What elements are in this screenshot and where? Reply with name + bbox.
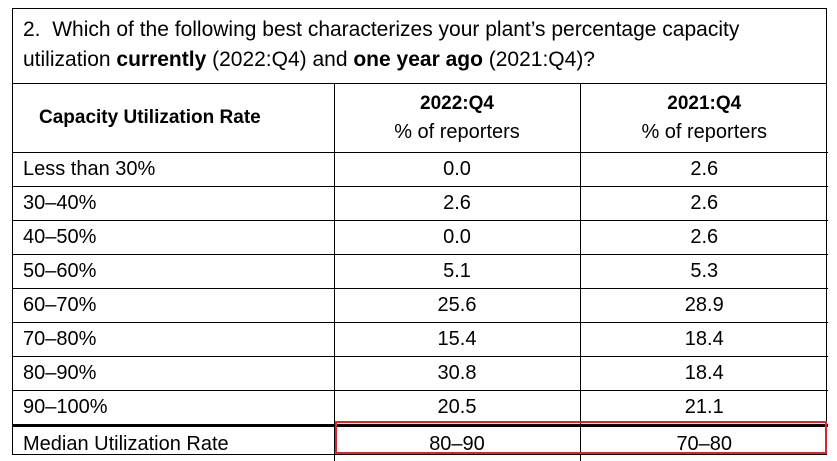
row-2022q4-value: 0.0 bbox=[334, 221, 580, 255]
table-row: 30–40% 2.6 2.6 bbox=[13, 187, 828, 221]
row-2022q4-value: 5.1 bbox=[334, 255, 580, 289]
header-2022q4: 2022:Q4 % of reporters bbox=[334, 84, 580, 153]
table-row: 90–100% 20.5 21.1 bbox=[13, 391, 828, 426]
utilization-table: Capacity Utilization Rate 2022:Q4 % of r… bbox=[13, 84, 828, 461]
question-bold-currently: currently bbox=[116, 48, 206, 71]
row-label: 50–60% bbox=[13, 255, 334, 289]
header-2021q4-sub: % of reporters bbox=[581, 118, 829, 146]
table-row: 80–90% 30.8 18.4 bbox=[13, 357, 828, 391]
header-2021q4: 2021:Q4 % of reporters bbox=[580, 84, 828, 153]
row-2021q4-value: 18.4 bbox=[580, 357, 828, 391]
row-label: 80–90% bbox=[13, 357, 334, 391]
header-2022q4-title: 2022:Q4 bbox=[335, 90, 580, 118]
header-capacity-rate: Capacity Utilization Rate bbox=[13, 84, 334, 153]
question-number: 2. bbox=[23, 18, 41, 41]
row-2021q4-value: 2.6 bbox=[580, 153, 828, 187]
table-header-row: Capacity Utilization Rate 2022:Q4 % of r… bbox=[13, 84, 828, 153]
row-2022q4-value: 20.5 bbox=[334, 391, 580, 426]
median-row: Median Utilization Rate 80–90 70–80 bbox=[13, 426, 828, 461]
row-2021q4-value: 18.4 bbox=[580, 323, 828, 357]
row-label: 30–40% bbox=[13, 187, 334, 221]
header-2021q4-title: 2021:Q4 bbox=[581, 90, 829, 118]
row-label: 70–80% bbox=[13, 323, 334, 357]
row-2021q4-value: 21.1 bbox=[580, 391, 828, 426]
row-2021q4-value: 2.6 bbox=[580, 187, 828, 221]
median-label: Median Utilization Rate bbox=[13, 426, 334, 461]
table-row: Less than 30% 0.0 2.6 bbox=[13, 153, 828, 187]
median-2022q4-value: 80–90 bbox=[334, 426, 580, 461]
question-text-part2: (2022:Q4) and bbox=[206, 48, 353, 71]
table-row: 60–70% 25.6 28.9 bbox=[13, 289, 828, 323]
row-2022q4-value: 15.4 bbox=[334, 323, 580, 357]
row-label: 90–100% bbox=[13, 391, 334, 426]
row-2021q4-value: 28.9 bbox=[580, 289, 828, 323]
row-2022q4-value: 30.8 bbox=[334, 357, 580, 391]
table-row: 70–80% 15.4 18.4 bbox=[13, 323, 828, 357]
question-text-part3: (2021:Q4)? bbox=[483, 48, 595, 71]
row-label: 60–70% bbox=[13, 289, 334, 323]
question-frame: 2. Which of the following best character… bbox=[12, 8, 827, 455]
row-2022q4-value: 25.6 bbox=[334, 289, 580, 323]
table-row: 50–60% 5.1 5.3 bbox=[13, 255, 828, 289]
table-row: 40–50% 0.0 2.6 bbox=[13, 221, 828, 255]
row-2022q4-value: 2.6 bbox=[334, 187, 580, 221]
row-2021q4-value: 2.6 bbox=[580, 221, 828, 255]
row-2021q4-value: 5.3 bbox=[580, 255, 828, 289]
header-2022q4-sub: % of reporters bbox=[335, 118, 580, 146]
question-text: 2. Which of the following best character… bbox=[13, 9, 826, 84]
row-2022q4-value: 0.0 bbox=[334, 153, 580, 187]
median-2021q4-value: 70–80 bbox=[580, 426, 828, 461]
row-label: 40–50% bbox=[13, 221, 334, 255]
question-bold-one-year-ago: one year ago bbox=[353, 48, 483, 71]
row-label: Less than 30% bbox=[13, 153, 334, 187]
